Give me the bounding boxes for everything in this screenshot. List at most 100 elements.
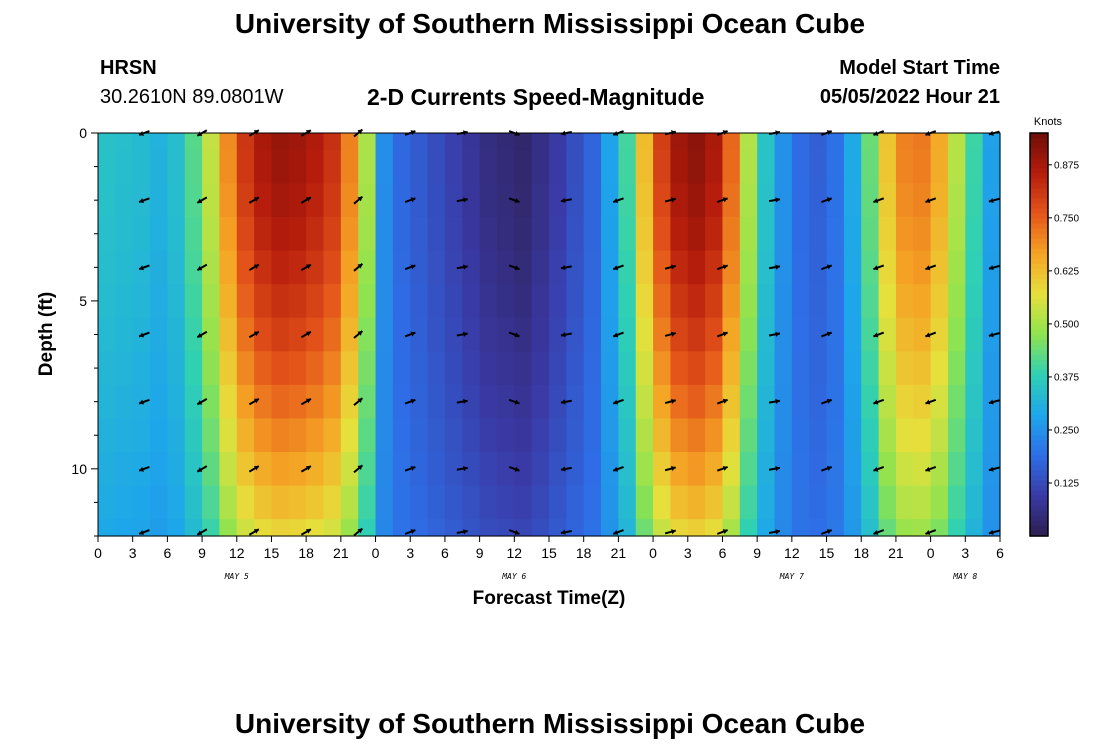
heatmap-cell (601, 519, 619, 537)
heatmap-cell (219, 384, 238, 420)
heatmap-cell (531, 452, 550, 487)
heatmap-cell (878, 317, 897, 352)
heatmap-cell (427, 133, 446, 151)
heatmap-cell (583, 519, 602, 537)
heatmap-cell (358, 384, 377, 420)
heatmap-cell (757, 351, 776, 386)
current-arrow (508, 197, 520, 204)
current-arrow (873, 466, 885, 472)
heatmap-cell (583, 452, 602, 487)
footer-title: University of Southern Mississippi Ocean… (234, 708, 866, 739)
heatmap-cell (462, 183, 481, 218)
heatmap-cell (340, 452, 359, 487)
heatmap-cell (184, 317, 203, 352)
heatmap-cell (531, 133, 550, 151)
heatmap-cell (358, 351, 377, 386)
colorbar-segment (1030, 173, 1048, 179)
heatmap-cell (895, 485, 914, 520)
heatmap-cell (843, 183, 862, 218)
heatmap-cell (618, 250, 637, 285)
heatmap-cell (306, 284, 325, 319)
current-arrow (508, 264, 520, 271)
heatmap-cell (635, 133, 654, 151)
heatmap-cell (566, 216, 585, 252)
x-tick-label: 12 (507, 545, 523, 561)
heatmap-cell (150, 149, 168, 184)
colorbar-segment (1030, 525, 1048, 532)
current-arrow (768, 331, 781, 337)
heatmap-cell (618, 284, 637, 319)
heatmap-cell (826, 183, 845, 218)
heatmap-cell (427, 250, 446, 285)
current-arrow (248, 465, 260, 473)
current-arrow (664, 465, 676, 472)
heatmap-cell (739, 284, 758, 319)
heatmap-cell (618, 133, 637, 151)
x-tick-label: 18 (853, 545, 869, 561)
heatmap-cell (601, 485, 619, 520)
heatmap-cell (739, 418, 758, 453)
heatmap-cell (462, 250, 481, 285)
heatmap-cell (687, 317, 706, 352)
heatmap-cell (930, 519, 949, 537)
heatmap-cell (809, 418, 828, 453)
y-axis-title: Depth (ft) (36, 292, 57, 376)
heatmap-cell (462, 485, 481, 520)
colorbar-segment (1030, 269, 1048, 275)
heatmap-cell (687, 519, 706, 537)
heatmap-cell (496, 485, 515, 520)
heatmap-cell (514, 149, 533, 184)
current-arrow (456, 529, 468, 535)
heatmap-cell (757, 133, 776, 151)
heatmap-cell (826, 284, 845, 319)
heatmap-cell (757, 250, 776, 285)
heatmap-cell (965, 418, 984, 453)
heatmap-cell (358, 317, 377, 352)
heatmap-cell (358, 216, 377, 252)
model-start-time: 05/05/2022 Hour 21 (819, 86, 1000, 108)
heatmap-cell (98, 149, 116, 184)
heatmap-cell (392, 149, 411, 184)
heatmap-cell (670, 284, 689, 319)
heatmap-cell (583, 418, 602, 453)
heatmap-cell (479, 183, 498, 218)
colorbar-segment (1030, 399, 1048, 406)
heatmap-cell (167, 418, 186, 453)
colorbar-segment (1030, 138, 1048, 144)
heatmap-cell (878, 351, 897, 386)
heatmap-cell (496, 317, 515, 352)
colorbar-segment (1030, 430, 1048, 436)
heatmap-cell (167, 519, 186, 537)
current-arrow (560, 529, 572, 535)
heatmap-cell (826, 485, 845, 520)
heatmap-cell (635, 351, 654, 386)
heatmap-cell (635, 485, 654, 520)
heatmap-cell (167, 284, 186, 319)
heatmap-cell (531, 351, 550, 386)
heatmap-cell (115, 250, 134, 285)
heatmap-cell (791, 216, 810, 252)
heatmap-cell (843, 250, 862, 285)
x-tick-label: 12 (229, 545, 245, 561)
heatmap-cell (271, 452, 290, 487)
colorbar-segment (1030, 344, 1048, 351)
heatmap-cell (392, 133, 411, 151)
heatmap-cell (236, 183, 255, 218)
x-tick-label: 18 (298, 545, 314, 561)
heatmap-cell (878, 452, 897, 487)
heatmap-cell (271, 317, 290, 352)
current-arrow (404, 398, 416, 405)
heatmap-cell (444, 133, 463, 151)
y-tick-label: 5 (79, 293, 87, 309)
heatmap-cell (601, 149, 619, 184)
day-label: MAY 7 (779, 572, 804, 581)
heatmap-cell (670, 351, 689, 386)
colorbar-segment (1030, 188, 1048, 195)
heatmap-cell (132, 133, 151, 151)
colorbar-segment (1030, 309, 1048, 315)
heatmap-cell (947, 485, 966, 520)
current-arrow (196, 528, 208, 536)
heatmap-cell (687, 485, 706, 520)
heatmap-cell (774, 452, 793, 487)
heatmap-cell (739, 384, 758, 420)
